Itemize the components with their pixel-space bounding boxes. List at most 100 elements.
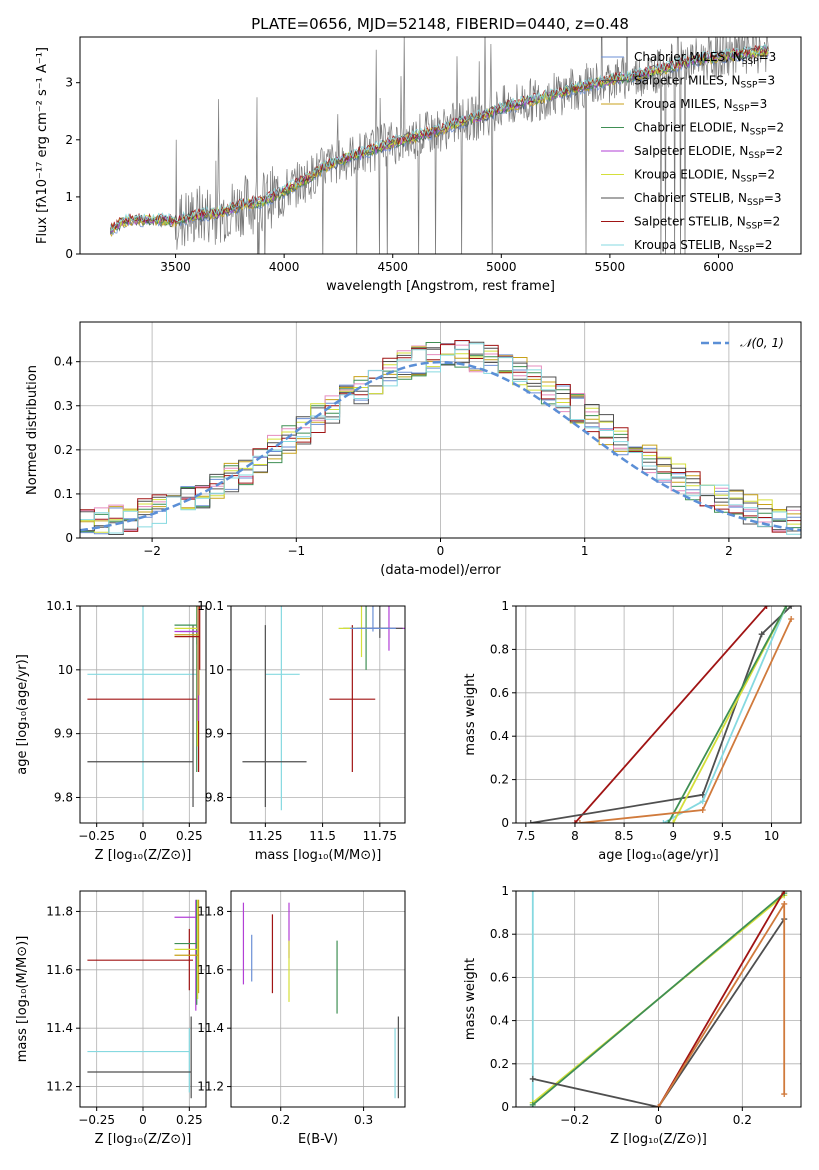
- series-line: [530, 606, 792, 823]
- series-marker: [758, 631, 765, 638]
- legend-label: Chabrier ELODIE, NSSP=2: [634, 121, 784, 138]
- legend-label: Chabrier MILES, NSSP=3: [634, 50, 776, 67]
- age_vs_mass-axes: 11.25 11.5 11.75 9.8 9.9 10 10.1 mass [log₁₀(M/…: [197, 599, 406, 863]
- y-axis-label: Flux [fλ10⁻¹⁷ erg cm⁻² s⁻¹ A⁻¹]: [35, 47, 50, 244]
- y-tick-label: 0.6: [490, 970, 509, 984]
- y-tick-label: 11.8: [197, 904, 224, 918]
- series-marker: [529, 891, 536, 894]
- series-marker: [788, 616, 795, 623]
- series-marker: [527, 820, 534, 823]
- y-tick-label: 9.8: [54, 790, 73, 804]
- y-tick-label: 0.2: [54, 443, 73, 457]
- y-tick-label: 0: [65, 247, 73, 261]
- y-tick-label: 11.4: [197, 1021, 224, 1035]
- series-marker: [781, 900, 788, 907]
- y-tick-label: 0.8: [490, 927, 509, 941]
- massweight_vs_Z-axes: −0.2 0 0.2 0 0.2 0.4 0.6 0.8 1 Z [log₁₀(Z/Z⊙)] mas…: [463, 884, 802, 1147]
- series-marker: [781, 1091, 788, 1098]
- x-tick-label: 4000: [269, 260, 300, 274]
- y-axis-label: Normed distribution: [25, 365, 40, 495]
- x-tick-label: 9.5: [713, 829, 732, 843]
- mass_vs_Z-axes: −0.25 0 0.25 11.2 11.4 11.6 11.8 Z [log₁₀(Z/Z⊙)…: [15, 890, 207, 1147]
- age_vs_Z-marks: [87, 606, 201, 811]
- legend-label: Salpeter STELIB, NSSP=2: [634, 215, 780, 232]
- x-axis-label: Z [log₁₀(Z/Z⊙)]: [610, 1132, 707, 1147]
- spectrum-panel: [110, 37, 769, 254]
- figure-title: PLATE=0656, MJD=52148, FIBERID=0440, z=0…: [251, 15, 629, 33]
- x-tick-label: 11.25: [248, 829, 282, 843]
- x-axis-label: Z [log₁₀(Z/Z⊙)]: [95, 848, 192, 863]
- age_vs_mass-marks: [242, 606, 405, 811]
- x-tick-label: 0.25: [176, 829, 203, 843]
- x-tick-label: −0.25: [78, 829, 115, 843]
- legend-label: Kroupa MILES, NSSP=3: [634, 97, 767, 114]
- x-tick-label: 8.5: [615, 829, 634, 843]
- series-marker: [660, 820, 667, 823]
- residual_hist-axes: −2 −1 0 1 2 0 0.1 0.2 0.3 0.4 (data-model)/error No…: [25, 321, 802, 578]
- series-marker: [699, 806, 706, 813]
- massweight_vs_age-marks: [527, 606, 795, 823]
- x-tick-label: 0.2: [271, 1113, 290, 1127]
- y-tick-label: 0.3: [54, 399, 73, 413]
- x-axis-label: E(B-V): [298, 1132, 338, 1147]
- x-axis-label: Z [log₁₀(Z/Z⊙)]: [95, 1132, 192, 1147]
- x-tick-label: 11.75: [363, 829, 397, 843]
- y-tick-label: 11.8: [46, 904, 73, 918]
- x-tick-label: 6000: [703, 260, 734, 274]
- y-tick-label: 0: [501, 1100, 509, 1114]
- x-tick-label: 0: [139, 829, 147, 843]
- series-marker: [529, 1075, 536, 1082]
- x-axis-label: wavelength [Angstrom, rest frame]: [326, 279, 555, 294]
- x-tick-label: 4500: [377, 260, 408, 274]
- x-tick-label: 2: [725, 544, 733, 558]
- age_vs_mass-panel: [231, 605, 405, 823]
- y-tick-label: 11.6: [46, 963, 73, 977]
- x-tick-label: −0.2: [560, 1113, 589, 1127]
- axes-frame: [230, 605, 406, 824]
- y-tick-label: 10.1: [46, 599, 73, 613]
- y-axis-label: mass weight: [463, 958, 478, 1040]
- series-line: [667, 606, 788, 823]
- histogram-series: [80, 340, 801, 533]
- data-spectrum-line: [110, 37, 769, 254]
- mass_vs_ebv-marks: [242, 902, 399, 1099]
- histogram-series: [80, 343, 801, 535]
- age_vs_Z-axes: −0.25 0 0.25 9.8 9.9 10 10.1 Z [log₁₀(Z/Z⊙)] age…: [15, 599, 207, 863]
- y-tick-label: 0.2: [490, 773, 509, 787]
- x-tick-label: 9: [669, 829, 677, 843]
- x-tick-label: 11.5: [309, 829, 336, 843]
- mass_vs_Z-marks: [87, 899, 200, 1099]
- massweight_vs_Z-panel: [516, 890, 801, 1108]
- series-marker: [781, 891, 788, 894]
- y-tick-label: 1: [65, 190, 73, 204]
- x-axis-label: (data-model)/error: [380, 563, 501, 578]
- y-tick-label: 0.2: [490, 1057, 509, 1071]
- x-tick-label: 0.25: [176, 1113, 203, 1127]
- massweight_vs_Z-marks: [529, 891, 788, 1107]
- y-tick-label: 10: [58, 663, 73, 677]
- legend-label: Kroupa STELIB, NSSP=2: [634, 238, 772, 255]
- y-tick-label: 0: [501, 816, 509, 830]
- y-tick-label: 11.2: [46, 1080, 73, 1094]
- residual_hist-panel: [80, 322, 801, 539]
- legend-label: Chabrier STELIB, NSSP=3: [634, 191, 782, 208]
- x-tick-label: −1: [287, 544, 305, 558]
- axes-frame: [515, 605, 802, 824]
- y-tick-label: 10: [209, 663, 224, 677]
- x-tick-label: 5500: [595, 260, 626, 274]
- y-tick-label: 11.6: [197, 963, 224, 977]
- series-line: [532, 918, 785, 1107]
- massweight_vs_age-panel: [516, 605, 801, 824]
- x-tick-label: 0.3: [354, 1113, 373, 1127]
- legend-label: Kroupa ELODIE, NSSP=2: [634, 168, 775, 185]
- y-tick-label: 0: [65, 531, 73, 545]
- series-marker: [655, 1104, 662, 1107]
- series-marker: [571, 820, 578, 823]
- normal-curve: [80, 360, 801, 532]
- y-tick-label: 2: [65, 133, 73, 147]
- x-tick-label: 5000: [486, 260, 517, 274]
- massweight_vs_age-axes: 7.5 8 8.5 9 9.5 10 0 0.2 0.4 0.6 0.8 1 age [log₁₀(ag…: [463, 599, 802, 863]
- mass_vs_ebv-panel: [231, 891, 405, 1107]
- y-tick-label: 3: [65, 76, 73, 90]
- legend-label: Salpeter ELODIE, NSSP=2: [634, 144, 783, 161]
